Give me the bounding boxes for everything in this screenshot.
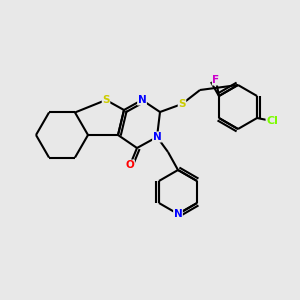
Text: F: F — [212, 75, 220, 85]
Text: N: N — [153, 132, 161, 142]
Text: Cl: Cl — [266, 116, 278, 126]
Text: N: N — [138, 95, 146, 105]
Text: N: N — [174, 209, 182, 219]
Text: S: S — [102, 95, 110, 105]
Text: O: O — [126, 160, 134, 170]
Text: S: S — [178, 99, 186, 109]
